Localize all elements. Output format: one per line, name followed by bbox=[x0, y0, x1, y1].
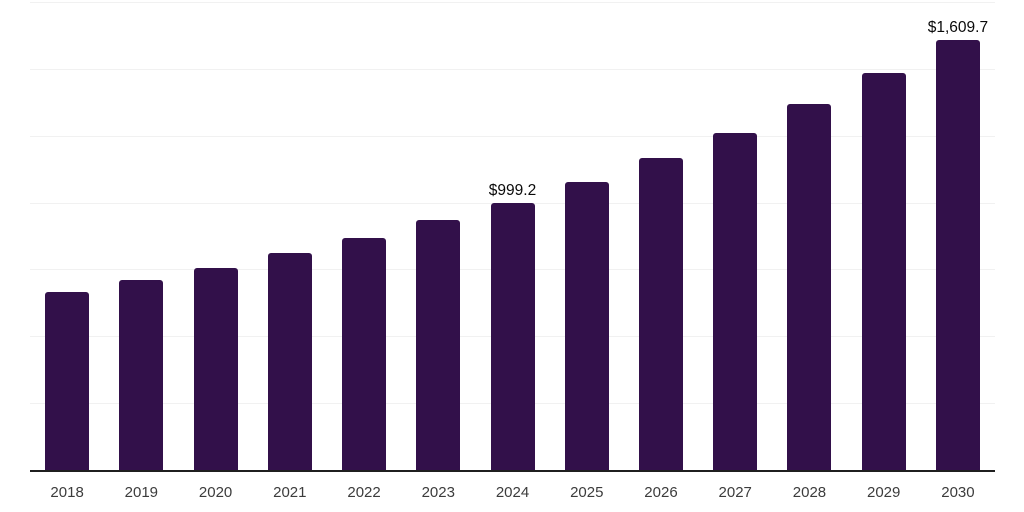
bar-2022 bbox=[342, 238, 387, 470]
bars-row: $999.2 $1,609.7 bbox=[30, 2, 995, 470]
bar-2018 bbox=[45, 292, 90, 470]
bar-2023 bbox=[416, 220, 461, 470]
bar-cell-2025 bbox=[550, 2, 624, 470]
bar-2028 bbox=[787, 104, 832, 470]
bar-2025 bbox=[564, 182, 609, 470]
x-tick-2020: 2020 bbox=[198, 484, 233, 501]
bar-2026 bbox=[638, 158, 683, 470]
x-tick-2025: 2025 bbox=[570, 484, 604, 501]
gridline-1750 bbox=[30, 2, 995, 3]
bar-2027 bbox=[713, 133, 758, 470]
x-tick-2021: 2021 bbox=[273, 484, 307, 501]
x-tick-2022: 2022 bbox=[347, 484, 381, 501]
bar-cell-2030: $1,609.7 bbox=[921, 2, 995, 470]
bar-cell-2021 bbox=[253, 2, 327, 470]
x-tick-2030: 2030 bbox=[941, 484, 975, 501]
gridline-1500 bbox=[30, 68, 995, 70]
bar-cell-2023 bbox=[401, 2, 475, 470]
bar-2019 bbox=[119, 280, 164, 470]
bar-cell-2026 bbox=[624, 2, 698, 470]
bar-cell-2020 bbox=[178, 2, 252, 470]
bar-2021 bbox=[267, 253, 312, 470]
bar-cell-2018 bbox=[30, 2, 104, 470]
bar-2030: $1,609.7 bbox=[928, 20, 988, 470]
bar-cell-2019 bbox=[104, 2, 178, 470]
x-tick-2028: 2028 bbox=[792, 484, 827, 501]
x-tick-2023: 2023 bbox=[421, 484, 455, 501]
bar-2020 bbox=[193, 268, 238, 470]
data-label-2030: $1,609.7 bbox=[927, 19, 989, 37]
x-axis: 2018 2019 2020 2021 2022 2023 2024 2025 2026 2027… bbox=[30, 482, 995, 504]
bar-2024: $999.2 bbox=[489, 183, 536, 470]
x-tick-2026: 2026 bbox=[644, 484, 678, 501]
data-label-2024: $999.2 bbox=[488, 182, 537, 200]
x-tick-2019: 2019 bbox=[124, 484, 159, 501]
bar-cell-2028 bbox=[772, 2, 846, 470]
gridline-1250 bbox=[30, 135, 995, 137]
bar-cell-2022 bbox=[327, 2, 401, 470]
bar-cell-2027 bbox=[698, 2, 772, 470]
x-tick-2024: 2024 bbox=[495, 484, 530, 501]
bar-2029 bbox=[861, 73, 906, 470]
x-tick-2018: 2018 bbox=[50, 484, 84, 501]
x-tick-2027: 2027 bbox=[718, 484, 752, 501]
bar-cell-2029 bbox=[847, 2, 921, 470]
x-tick-2029: 2029 bbox=[867, 484, 901, 501]
bar-cell-2024: $999.2 bbox=[475, 2, 549, 470]
plot-area: $999.2 $1,609.7 bbox=[30, 2, 995, 472]
